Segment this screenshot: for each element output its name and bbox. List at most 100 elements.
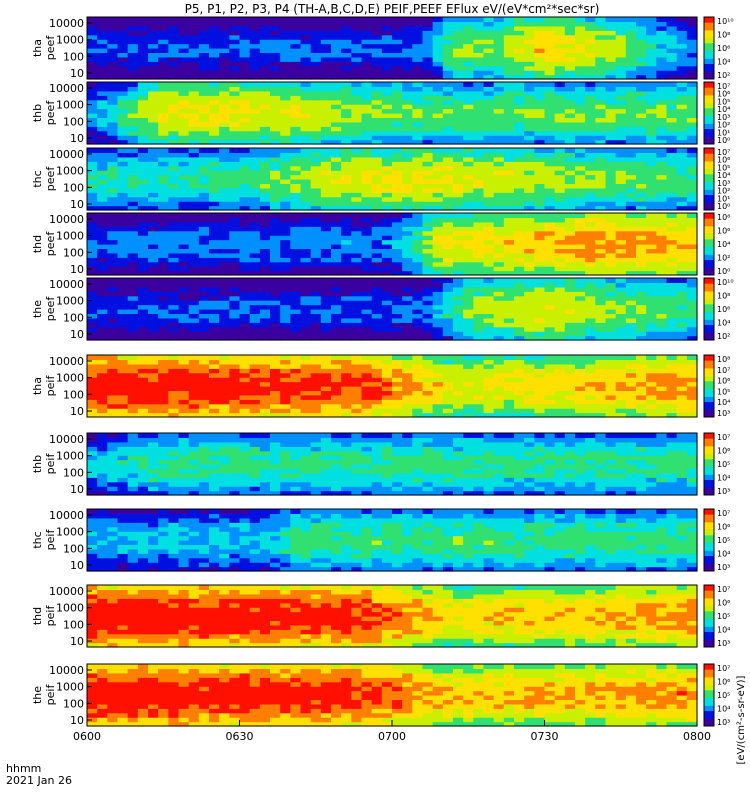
heatmap-cell (117, 95, 129, 101)
heatmap-cell (432, 390, 444, 396)
heatmap-cell (422, 304, 434, 310)
heatmap-cell (290, 205, 302, 211)
heatmap-cell (280, 108, 291, 114)
heatmap-cell (270, 74, 281, 80)
heatmap-cell (524, 130, 535, 136)
heatmap-cell (148, 126, 159, 132)
heatmap-cell (381, 61, 393, 67)
heatmap-cell (493, 213, 505, 219)
colorbar-frame (703, 277, 715, 341)
heatmap-cell (453, 399, 464, 405)
colorbar-segment (704, 71, 714, 75)
heatmap-cell (209, 192, 220, 198)
heatmap-cell (351, 108, 363, 114)
heatmap-cell (534, 95, 546, 101)
heatmap-cell (107, 399, 119, 405)
heatmap-cell (534, 61, 546, 67)
heatmap-cell (270, 183, 281, 189)
heatmap-cell (686, 331, 698, 337)
heatmap-cell (412, 390, 424, 396)
heatmap-cell (493, 108, 505, 114)
heatmap-cell (229, 135, 241, 141)
heatmap-cell (595, 126, 607, 132)
heatmap-cell (402, 179, 413, 185)
heatmap-cell (127, 130, 139, 136)
heatmap-cell (676, 291, 688, 297)
heatmap-cell (158, 377, 169, 383)
heatmap-cell (625, 161, 637, 167)
heatmap-cell (483, 239, 495, 245)
heatmap-cell (229, 113, 241, 119)
heatmap-cell (209, 108, 220, 114)
heatmap-cell (158, 317, 169, 323)
heatmap-cell (554, 205, 566, 211)
heatmap-cell (473, 43, 485, 49)
heatmap-cell (198, 17, 210, 23)
heatmap-cell (351, 257, 363, 263)
heatmap-cell (351, 130, 363, 136)
heatmap-cell (351, 408, 363, 414)
heatmap-cell (148, 252, 159, 258)
heatmap-cell (503, 230, 515, 236)
heatmap-cell (412, 170, 424, 176)
heatmap-cell (280, 270, 291, 276)
heatmap-cell (107, 317, 119, 323)
heatmap-cell (442, 139, 454, 145)
heatmap-cell (239, 148, 251, 154)
heatmap-cell (137, 34, 149, 40)
heatmap-cell (453, 261, 464, 267)
heatmap-cell (229, 152, 241, 158)
heatmap-cell (127, 295, 139, 301)
heatmap-cell (503, 412, 515, 418)
heatmap-cell (331, 282, 342, 288)
heatmap-cell (503, 21, 515, 27)
heatmap-cell (493, 130, 505, 136)
heatmap-cell (371, 179, 383, 185)
heatmap-cell (137, 390, 149, 396)
heatmap-cell (178, 244, 190, 250)
heatmap-cell (402, 74, 413, 80)
heatmap-cell (636, 95, 647, 101)
heatmap-cell (178, 221, 190, 227)
heatmap-cell (270, 52, 281, 58)
heatmap-cell (168, 156, 180, 162)
heatmap-cell (392, 117, 403, 123)
heatmap-cell (371, 48, 383, 54)
heatmap-cell (137, 309, 149, 315)
heatmap-cell (158, 90, 169, 96)
heatmap-cell (483, 335, 495, 341)
heatmap-cell (168, 108, 180, 114)
heatmap-cell (544, 201, 556, 207)
heatmap-cell (503, 300, 515, 306)
heatmap-cell (198, 192, 210, 198)
heatmap-cell (412, 300, 424, 306)
heatmap-cell (188, 196, 200, 202)
heatmap-cell (442, 270, 454, 276)
heatmap-cell (636, 139, 647, 145)
heatmap-cell (310, 196, 322, 202)
heatmap-cell (198, 390, 210, 396)
heatmap-cell (97, 282, 108, 288)
heatmap-cell (524, 286, 535, 292)
heatmap-cell (300, 74, 312, 80)
heatmap-cell (483, 179, 495, 185)
heatmap-cell (229, 56, 241, 62)
heatmap-cell (341, 192, 352, 198)
heatmap-cell (402, 30, 413, 36)
heatmap-cell (188, 300, 200, 306)
heatmap-cell (178, 205, 190, 211)
colorbar-segment (704, 254, 714, 258)
heatmap-cell (412, 213, 424, 219)
heatmap-cell (341, 152, 352, 158)
heatmap-cell (351, 86, 363, 92)
heatmap-cell (341, 304, 352, 310)
heatmap-cell (595, 326, 607, 332)
heatmap-cell (107, 17, 119, 23)
heatmap-cell (107, 95, 119, 101)
heatmap-cell (524, 165, 535, 171)
heatmap-cell (127, 34, 139, 40)
heatmap-cell (646, 322, 657, 328)
heatmap-cell (209, 56, 220, 62)
heatmap-cell (422, 34, 434, 40)
